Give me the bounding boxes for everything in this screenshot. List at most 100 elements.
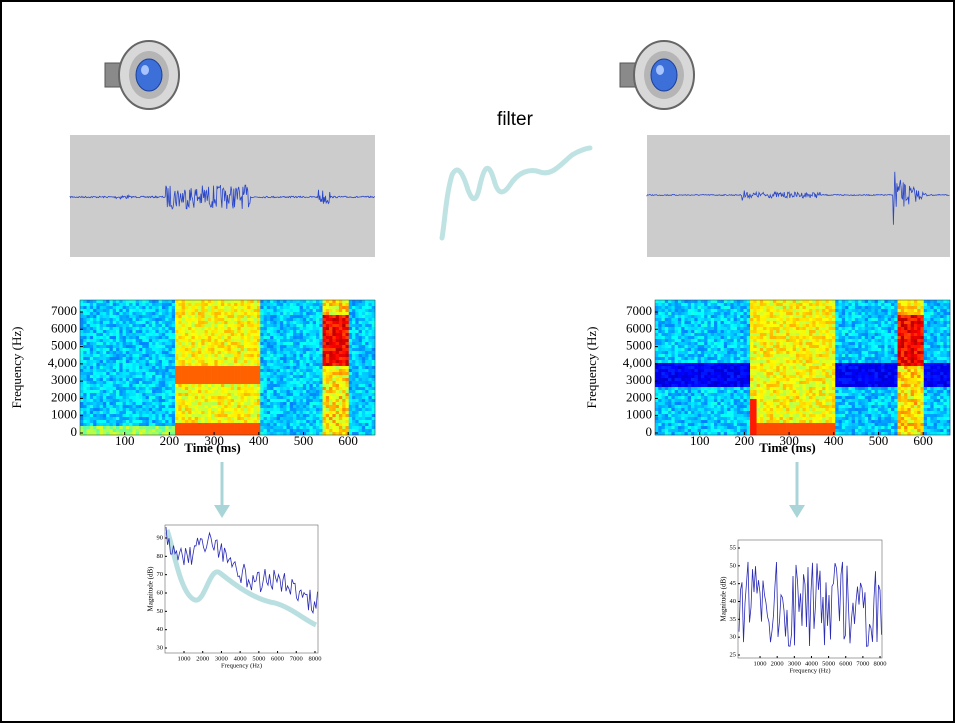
spectrogram-cell (237, 411, 241, 415)
spectrogram-cell (661, 336, 666, 340)
spectrogram-cell (122, 366, 127, 370)
spectrogram-cell (145, 423, 150, 427)
spectrogram-cell (237, 333, 241, 337)
spectrogram-cell (299, 399, 304, 403)
spectrogram-cell (710, 363, 715, 367)
spectrogram-cell (122, 306, 127, 310)
spectrogram-cell (198, 309, 202, 313)
spectrogram-cell (158, 354, 163, 358)
spectrogram-cell (700, 432, 705, 436)
spectrogram-cell (155, 333, 159, 337)
spectrogram-cell (227, 360, 232, 364)
spectrogram-cell (368, 351, 373, 355)
spectrogram-cell (175, 399, 179, 403)
spectrogram-cell (194, 384, 199, 388)
spectrogram-cell (309, 393, 314, 397)
spectrogram-cell (329, 426, 333, 430)
spectrogram-cell (361, 348, 366, 352)
spectrogram-cell (93, 366, 97, 370)
spectrogram-cell (664, 363, 669, 367)
spectrogram-cell (135, 318, 140, 322)
y-tick-label: 3000 (51, 372, 77, 387)
spectrogram-cell (220, 408, 225, 412)
spectrogram-cell (671, 321, 675, 325)
spectrogram-cell (273, 429, 277, 433)
spectrogram-cell (96, 387, 100, 391)
spectrogram-cell (319, 429, 323, 433)
spectrogram-cell (681, 333, 685, 337)
spectrogram-cell (96, 309, 100, 313)
spectrogram-cell (276, 357, 281, 361)
spectrogram-cell (319, 360, 323, 364)
spectrogram-cell (99, 330, 104, 334)
spectrogram-cell (270, 423, 274, 427)
spectrogram-cell (168, 375, 173, 379)
spectrogram-cell (175, 372, 179, 376)
spectrogram-cell (106, 342, 110, 346)
spectrogram-cell (352, 387, 356, 391)
spectrogram-cell (338, 378, 343, 382)
spectrogram-cell (116, 381, 120, 385)
spectrogram-cell (145, 402, 150, 406)
spectrogram-cell (316, 393, 320, 397)
spectrogram-cell (299, 309, 304, 313)
spectrogram-cell (175, 336, 179, 340)
spectrogram-cell (681, 390, 685, 394)
spectrogram-cell (687, 336, 692, 340)
spectrogram-cell (266, 399, 271, 403)
spectrogram-cell (355, 372, 359, 376)
spectrogram-cell (152, 390, 156, 394)
spectrogram-cell (181, 423, 186, 427)
spectrogram-cell (306, 357, 310, 361)
spectrogram-cell (348, 360, 353, 364)
spectrogram-cell (319, 375, 323, 379)
spectrogram-cell (119, 408, 123, 412)
spectrogram-cell (342, 429, 346, 433)
spectrogram-cell (691, 345, 695, 349)
spectrogram-cell (664, 324, 669, 328)
spectrogram-cell (237, 432, 241, 436)
spectrogram-cell (707, 303, 712, 307)
spectrogram-cell (263, 387, 268, 391)
spectrogram-cell (250, 336, 255, 340)
spectrogram-cell (299, 354, 304, 358)
spectrogram-cell (139, 366, 143, 370)
spectrogram-cell (106, 369, 110, 373)
spectrogram-cell (227, 318, 232, 322)
spectrogram-cell (142, 405, 146, 409)
spectrogram-cell (99, 414, 104, 418)
spectrogram-cell (119, 429, 123, 433)
spectrogram-cell (338, 390, 343, 394)
spectrogram-cell (661, 384, 666, 388)
spectrogram-cell (289, 312, 294, 316)
spectrogram-cell (93, 417, 97, 421)
spectrogram-cell (165, 327, 169, 331)
spectrogram-cell (165, 393, 169, 397)
spectrogram-cell (286, 414, 291, 418)
spectrogram-cell (332, 327, 336, 331)
spectrogram-cell (358, 321, 363, 325)
spectrogram-cell (220, 399, 225, 403)
spectrogram-cell (325, 381, 330, 385)
spectrogram-cell (668, 420, 672, 424)
spectrogram-cell (371, 432, 376, 436)
spectrogram-cell (681, 429, 685, 433)
spectrogram-cell (214, 321, 218, 325)
spectrogram-cell (296, 324, 300, 328)
spectrogram-cell (260, 369, 264, 373)
spectrogram-cell (165, 300, 169, 304)
spectrogram-cell (273, 339, 277, 343)
spectrogram-cell (139, 327, 143, 331)
spectrogram-cell (171, 348, 176, 352)
spectrogram-cell (83, 306, 87, 310)
spectrogram-cell (664, 402, 669, 406)
spectrogram-cell (161, 303, 166, 307)
spectrogram-cell (677, 390, 682, 394)
spectrogram-cell (227, 339, 232, 343)
spectrogram-cell (714, 300, 718, 304)
spectrogram-cell (96, 381, 100, 385)
spectrogram-cell (237, 375, 241, 379)
spectrogram-cell (102, 360, 107, 364)
spectrogram-cell (211, 378, 215, 382)
spectrogram-cell (109, 318, 114, 322)
